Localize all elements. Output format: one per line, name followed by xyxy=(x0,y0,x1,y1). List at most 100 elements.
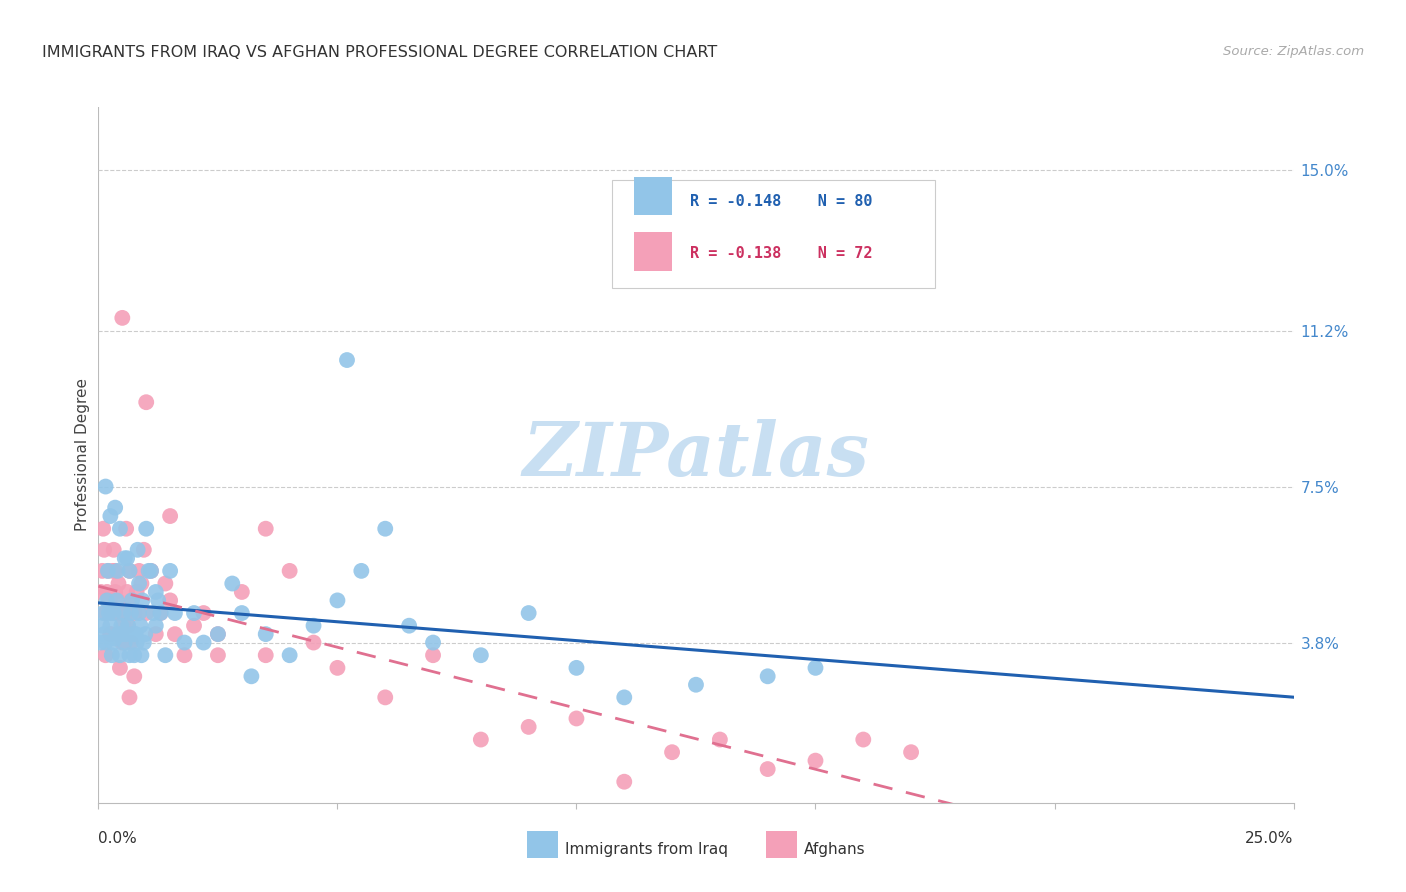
Point xyxy=(138,564,160,578)
Point xyxy=(120,606,142,620)
Point xyxy=(613,774,636,789)
Point xyxy=(101,648,124,663)
Point xyxy=(145,585,167,599)
Point xyxy=(108,648,131,663)
Point xyxy=(804,754,827,768)
Point xyxy=(97,564,120,578)
Point xyxy=(131,576,153,591)
Point xyxy=(114,551,136,566)
FancyBboxPatch shape xyxy=(634,232,672,270)
Point xyxy=(114,635,136,649)
Point xyxy=(142,606,165,620)
Point xyxy=(94,606,117,620)
Point xyxy=(110,627,132,641)
Point xyxy=(104,500,127,515)
Point xyxy=(104,585,127,599)
Point xyxy=(93,627,115,641)
Point xyxy=(94,479,117,493)
Point xyxy=(118,648,141,663)
Text: Source: ZipAtlas.com: Source: ZipAtlas.com xyxy=(1223,45,1364,58)
Point xyxy=(517,720,540,734)
Point xyxy=(128,576,150,591)
Point xyxy=(134,627,156,641)
Point xyxy=(107,593,129,607)
Point xyxy=(101,606,124,620)
Point xyxy=(112,606,135,620)
Point xyxy=(125,635,148,649)
Point xyxy=(96,585,118,599)
Point xyxy=(756,762,779,776)
Point xyxy=(118,690,141,705)
Point xyxy=(103,542,125,557)
Point xyxy=(94,648,117,663)
Point xyxy=(149,606,172,620)
Point xyxy=(374,690,396,705)
Point xyxy=(517,606,540,620)
FancyBboxPatch shape xyxy=(613,180,935,288)
Point xyxy=(159,564,181,578)
Point xyxy=(91,606,114,620)
Point xyxy=(132,635,155,649)
Point xyxy=(114,606,136,620)
FancyBboxPatch shape xyxy=(634,177,672,215)
Point xyxy=(98,509,122,524)
Point xyxy=(101,564,124,578)
Point xyxy=(115,585,138,599)
Point xyxy=(121,593,143,607)
Point xyxy=(193,606,215,620)
Point xyxy=(108,606,131,620)
Point xyxy=(129,618,152,632)
Point xyxy=(135,395,157,409)
Point xyxy=(326,661,349,675)
Point xyxy=(254,522,277,536)
Text: R = -0.148    N = 80: R = -0.148 N = 80 xyxy=(690,194,873,209)
Point xyxy=(231,606,253,620)
Point xyxy=(278,648,301,663)
Point xyxy=(422,635,444,649)
Point xyxy=(104,632,127,646)
Point xyxy=(90,635,112,649)
Point xyxy=(155,648,177,663)
Point xyxy=(131,648,153,663)
Point xyxy=(107,576,129,591)
Point xyxy=(135,522,157,536)
Point xyxy=(103,606,125,620)
Point xyxy=(124,648,146,663)
Point xyxy=(125,627,148,641)
Point xyxy=(240,669,263,683)
Point xyxy=(149,606,172,620)
Point xyxy=(350,564,373,578)
Point xyxy=(96,593,118,607)
Text: 25.0%: 25.0% xyxy=(1246,831,1294,846)
Point xyxy=(114,635,136,649)
Point xyxy=(139,564,162,578)
Point xyxy=(302,635,325,649)
Y-axis label: Professional Degree: Professional Degree xyxy=(75,378,90,532)
Point xyxy=(128,606,150,620)
Point xyxy=(111,635,134,649)
Point xyxy=(124,606,146,620)
Point xyxy=(207,627,229,641)
Point xyxy=(145,618,167,632)
Point xyxy=(326,593,349,607)
Point xyxy=(125,585,148,599)
Point xyxy=(900,745,922,759)
Point xyxy=(108,522,131,536)
Point xyxy=(101,635,124,649)
Point xyxy=(93,542,115,557)
Point xyxy=(565,661,588,675)
Text: Afghans: Afghans xyxy=(804,842,866,856)
Point xyxy=(183,618,205,632)
Point xyxy=(107,627,129,641)
Point xyxy=(118,564,141,578)
Text: IMMIGRANTS FROM IRAQ VS AFGHAN PROFESSIONAL DEGREE CORRELATION CHART: IMMIGRANTS FROM IRAQ VS AFGHAN PROFESSIO… xyxy=(42,45,717,60)
Point xyxy=(94,635,117,649)
Point xyxy=(756,669,779,683)
Point xyxy=(121,593,143,607)
Point xyxy=(173,648,195,663)
Point xyxy=(120,635,142,649)
Point xyxy=(97,593,120,607)
Point xyxy=(193,635,215,649)
Point xyxy=(115,522,138,536)
Point xyxy=(565,711,588,725)
